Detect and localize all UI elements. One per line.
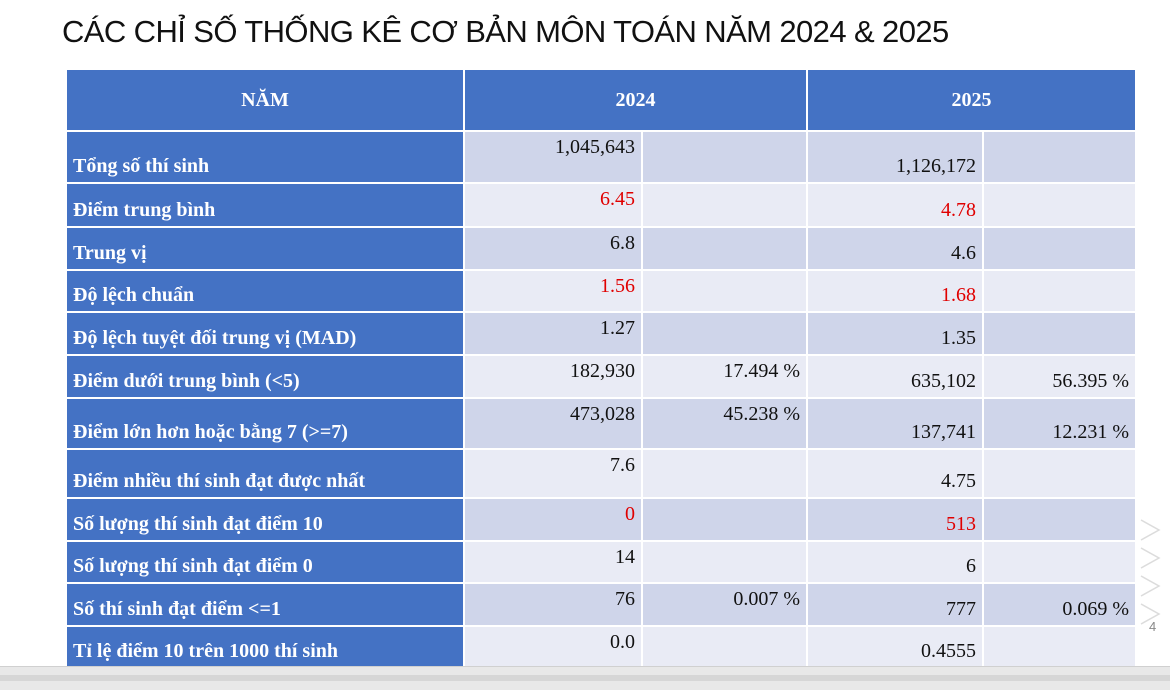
percent-2025 (982, 269, 1137, 313)
value-2024: 473,028 (463, 397, 643, 450)
value-2025: 4.78 (806, 182, 984, 228)
row-label: Tổng số thí sinh (65, 130, 465, 184)
row-label: Điểm dưới trung bình (<5) (65, 354, 465, 399)
row-label: Điểm nhiều thí sinh đạt được nhất (65, 448, 465, 499)
value-2024: 1.56 (463, 269, 643, 313)
percent-2024 (641, 448, 808, 499)
percent-2024 (641, 497, 808, 542)
percent-2024 (641, 269, 808, 313)
table-header-row: NĂM 2024 2025 (65, 68, 1137, 132)
table-row: Trung vị 6.8 4.6 (65, 226, 1137, 271)
percent-2024 (641, 625, 808, 669)
table-row: Tỉ lệ điểm 10 trên 1000 thí sinh 0.0 0.455… (65, 625, 1137, 669)
percent-2024 (641, 226, 808, 271)
percent-2025 (982, 182, 1137, 228)
header-2024: 2024 (463, 68, 808, 132)
percent-2024: 0.007 % (641, 582, 808, 627)
value-2024: 0.0 (463, 625, 643, 669)
value-2025: 0.4555 (806, 625, 984, 669)
percent-2024: 45.238 % (641, 397, 808, 450)
percent-2024 (641, 540, 808, 584)
value-2024: 7.6 (463, 448, 643, 499)
table-row: Điểm lớn hơn hoặc bằng 7 (>=7) 473,028 45.… (65, 397, 1137, 450)
value-2025: 4.6 (806, 226, 984, 271)
percent-2025 (982, 448, 1137, 499)
percent-2024: 17.494 % (641, 354, 808, 399)
value-2025: 1.35 (806, 311, 984, 356)
row-label: Điểm lớn hơn hoặc bằng 7 (>=7) (65, 397, 465, 450)
value-2024: 6.45 (463, 182, 643, 228)
value-2024: 182,930 (463, 354, 643, 399)
percent-2025: 0.069 % (982, 582, 1137, 627)
percent-2025: 12.231 % (982, 397, 1137, 450)
percent-2025 (982, 497, 1137, 542)
decorative-chevrons-icon (1140, 519, 1161, 625)
row-label: Tỉ lệ điểm 10 trên 1000 thí sinh (65, 625, 465, 669)
value-2025: 1,126,172 (806, 130, 984, 184)
value-2025: 777 (806, 582, 984, 627)
value-2025: 513 (806, 497, 984, 542)
percent-2024 (641, 311, 808, 356)
percent-2025 (982, 540, 1137, 584)
value-2025: 6 (806, 540, 984, 584)
row-label: Độ lệch chuẩn (65, 269, 465, 313)
table-row: Độ lệch tuyệt đối trung vị (MAD) 1.27 1.35 (65, 311, 1137, 356)
table-row: Số lượng thí sinh đạt điểm 10 0 513 (65, 497, 1137, 542)
table-row: Điểm nhiều thí sinh đạt được nhất 7.6 4.75 (65, 448, 1137, 499)
row-label: Số thí sinh đạt điểm <=1 (65, 582, 465, 627)
table-row: Độ lệch chuẩn 1.56 1.68 (65, 269, 1137, 313)
row-label: Số lượng thí sinh đạt điểm 0 (65, 540, 465, 584)
value-2024: 0 (463, 497, 643, 542)
percent-2024 (641, 130, 808, 184)
value-2024: 1,045,643 (463, 130, 643, 184)
value-2025: 1.68 (806, 269, 984, 313)
percent-2024 (641, 182, 808, 228)
header-2025: 2025 (806, 68, 1137, 132)
row-label: Trung vị (65, 226, 465, 271)
table-body: Tổng số thí sinh 1,045,643 1,126,172 Điểm t… (65, 130, 1137, 669)
percent-2025 (982, 311, 1137, 356)
table-row: Điểm trung bình 6.45 4.78 (65, 182, 1137, 228)
percent-2025: 56.395 % (982, 354, 1137, 399)
value-2024: 1.27 (463, 311, 643, 356)
value-2025: 4.75 (806, 448, 984, 499)
row-label: Số lượng thí sinh đạt điểm 10 (65, 497, 465, 542)
table-row: Số thí sinh đạt điểm <=1 76 0.007 % 777 0.06… (65, 582, 1137, 627)
percent-2025 (982, 226, 1137, 271)
percent-2025 (982, 130, 1137, 184)
table-row: Số lượng thí sinh đạt điểm 0 14 6 (65, 540, 1137, 584)
value-2024: 76 (463, 582, 643, 627)
bottom-bar (0, 666, 1170, 690)
table-row: Tổng số thí sinh 1,045,643 1,126,172 (65, 130, 1137, 184)
row-label: Điểm trung bình (65, 182, 465, 228)
value-2024: 6.8 (463, 226, 643, 271)
statistics-table: NĂM 2024 2025 Tổng số thí sinh 1,045,643 1… (65, 68, 1137, 669)
header-year-label: NĂM (65, 68, 465, 132)
value-2025: 137,741 (806, 397, 984, 450)
row-label: Độ lệch tuyệt đối trung vị (MAD) (65, 311, 465, 356)
percent-2025 (982, 625, 1137, 669)
slide-title: CÁC CHỈ SỐ THỐNG KÊ CƠ BẢN MÔN TOÁN NĂM … (62, 14, 949, 49)
table-row: Điểm dưới trung bình (<5) 182,930 17.494 %… (65, 354, 1137, 399)
value-2024: 14 (463, 540, 643, 584)
page-number: 4 (1149, 619, 1157, 634)
value-2025: 635,102 (806, 354, 984, 399)
